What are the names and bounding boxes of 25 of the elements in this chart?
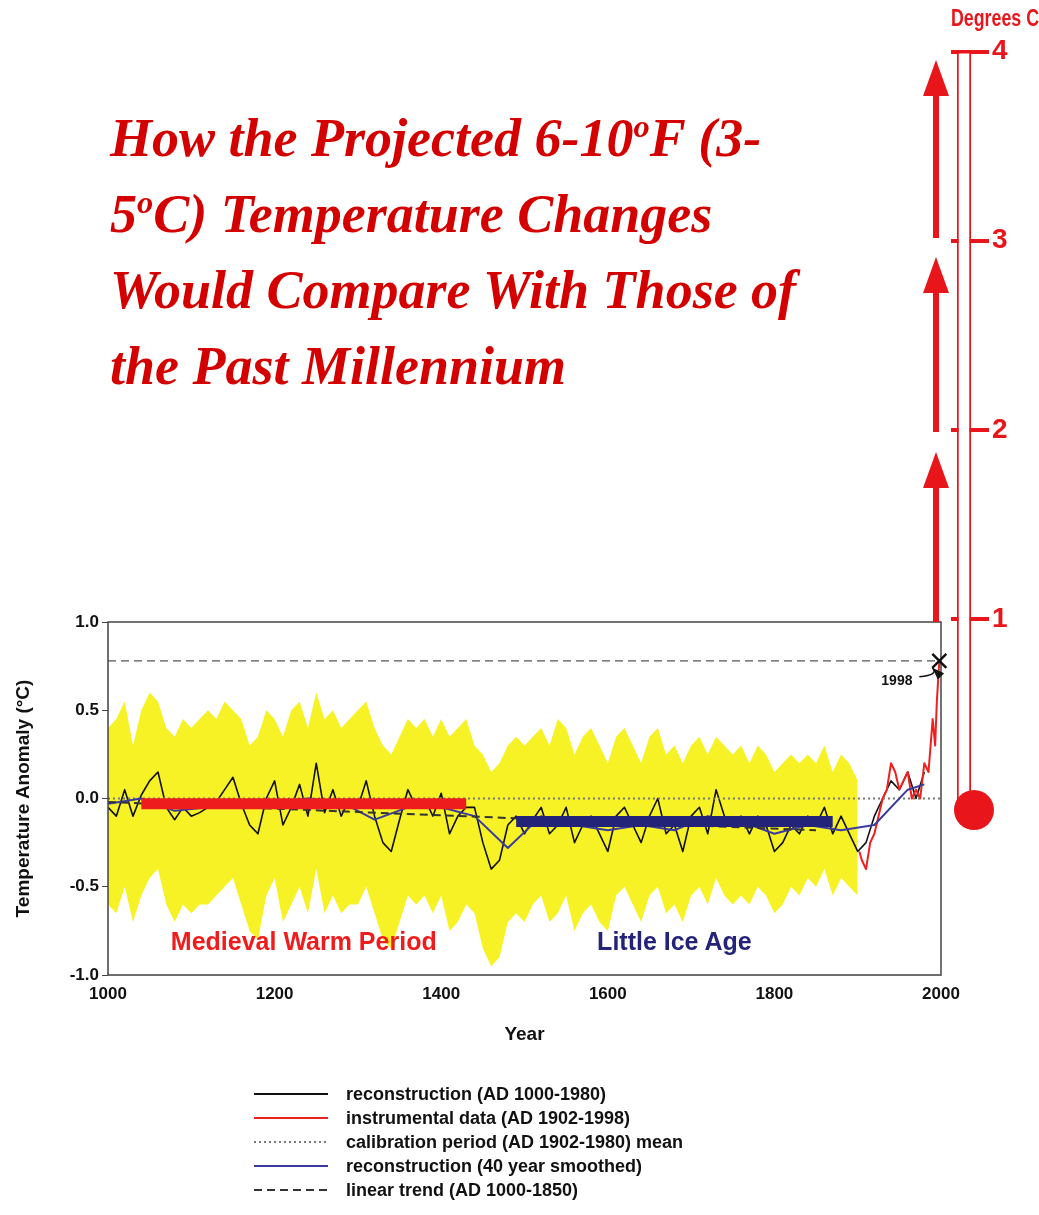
y-tick-label: 3 (992, 223, 1008, 255)
y-tick-label: 2 (992, 412, 1008, 444)
y-tick-label: 1 (992, 601, 1008, 633)
y-axis-title: Temperature Anomaly (°C) (11, 679, 33, 918)
y-tick-label: 4 (992, 34, 1008, 66)
x-axis-title: Year (504, 1022, 546, 1044)
y-tick-label: -1.0 (69, 964, 99, 984)
y-tick-label: 0.0 (75, 788, 99, 808)
annotation: Little Ice Age (597, 926, 752, 955)
y-tick-label: -0.5 (69, 876, 99, 896)
legend-label: reconstruction (40 year smoothed) (346, 1155, 643, 1178)
x-tick-label: 1200 (255, 983, 294, 1003)
chart-title: Degrees C (951, 4, 1039, 31)
y-tick-label: 1.0 (75, 611, 99, 631)
x-tick-label: 1600 (588, 983, 627, 1003)
legend-label: linear trend (AD 1000-1850) (346, 1179, 579, 1202)
x-tick-label: 1800 (755, 983, 794, 1003)
legend-label: calibration period (AD 1902-1980) mean (346, 1131, 684, 1154)
x-tick-label: 2000 (922, 983, 960, 1003)
x-tick-label: 1000 (89, 983, 127, 1003)
y-tick-label: 0.5 (75, 699, 99, 719)
x-tick-label: 1400 (422, 983, 461, 1003)
annotation: 1998 (881, 671, 913, 688)
legend-label: reconstruction (AD 1000-1980) (346, 1083, 607, 1106)
legend-label: instrumental data (AD 1902-1998) (346, 1107, 631, 1130)
